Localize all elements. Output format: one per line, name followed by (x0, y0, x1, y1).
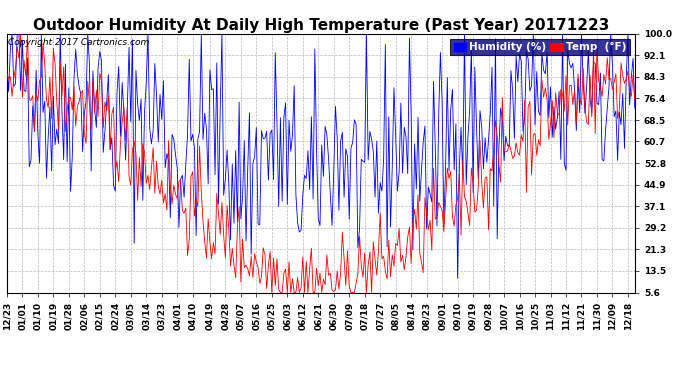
Title: Outdoor Humidity At Daily High Temperature (Past Year) 20171223: Outdoor Humidity At Daily High Temperatu… (32, 18, 609, 33)
Legend: Humidity (%), Temp  (°F): Humidity (%), Temp (°F) (451, 39, 629, 55)
Text: Copyright 2017 Cartronics.com: Copyright 2017 Cartronics.com (8, 38, 149, 46)
